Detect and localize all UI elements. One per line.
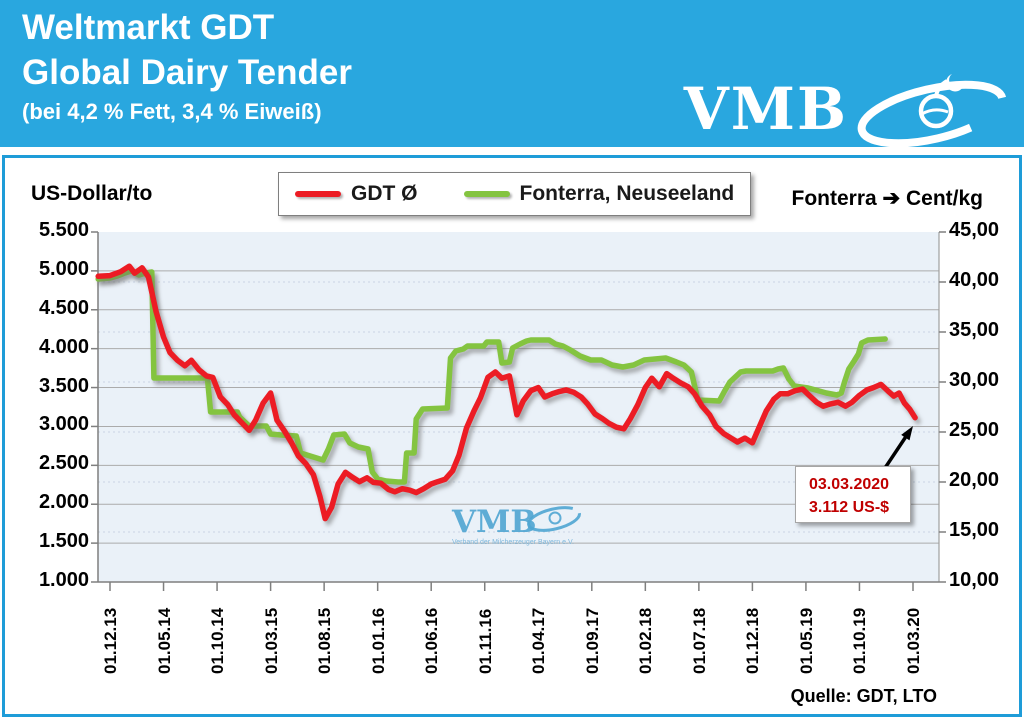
annotation-arrow-head-icon bbox=[901, 426, 913, 441]
source-note: Quelle: GDT, LTO bbox=[790, 686, 937, 706]
x-axis-tick-label: 01.01.16 bbox=[368, 607, 388, 674]
annotation-arrow-line bbox=[883, 434, 909, 469]
x-axis-tick-label: 01.08.15 bbox=[315, 607, 335, 674]
left-axis-tick-label: 5.000 bbox=[38, 257, 89, 280]
x-axis-tick-label: 01.12.13 bbox=[101, 607, 120, 674]
right-axis-tick-label: 45,00 bbox=[949, 219, 1000, 241]
left-axis-tick-label: 1.500 bbox=[38, 530, 89, 553]
x-axis-tick-label: 01.09.17 bbox=[582, 607, 602, 674]
title-subtitle: (bei 4,2 % Fett, 3,4 % Eiweiß) bbox=[22, 98, 322, 124]
gdt-line-series bbox=[95, 263, 918, 522]
title-line-2: Global Dairy Tender bbox=[22, 52, 352, 92]
right-axis-title: Fonterra ➔ Cent/kg bbox=[792, 186, 984, 211]
arrow-right-icon: ➔ bbox=[882, 187, 901, 210]
x-axis-tick-label: 01.03.20 bbox=[904, 607, 923, 674]
x-axis-tick-label: 01.02.18 bbox=[636, 607, 656, 674]
header-titles: Weltmarkt GDT Global Dairy Tender (bei 4… bbox=[22, 6, 352, 126]
left-axis-tick-label: 3.500 bbox=[38, 374, 89, 397]
left-axis-tick-label: 2.000 bbox=[38, 491, 89, 514]
gdt-legend-label: GDT Ø bbox=[351, 182, 418, 205]
vmb-logo: VMB bbox=[684, 66, 1016, 152]
chart-panel: VMB Verband der Milcherzeuger Bayern e.V.… bbox=[2, 155, 1022, 717]
x-axis-tick-label: 01.03.15 bbox=[261, 607, 281, 674]
title-line-1: Weltmarkt GDT bbox=[22, 8, 275, 47]
right-axis-tick-label: 20,00 bbox=[949, 469, 1000, 491]
vmb-watermark-subtext: Verband der Milcherzeuger Bayern e.V. bbox=[452, 539, 574, 546]
right-axis-tick-label: 40,00 bbox=[949, 269, 1000, 291]
gdt-legend-dash-icon bbox=[295, 191, 341, 197]
fonterra-line-series bbox=[95, 268, 888, 485]
right-axis-tick-label: 25,00 bbox=[949, 419, 1000, 441]
vmb-swoosh-icon bbox=[857, 74, 1007, 148]
annotation-date: 03.03.2020 bbox=[809, 476, 890, 493]
header-banner: Weltmarkt GDT Global Dairy Tender (bei 4… bbox=[0, 0, 1024, 148]
left-axis-tick-label: 1.000 bbox=[38, 569, 89, 591]
left-axis-tick-label: 2.500 bbox=[38, 452, 89, 475]
x-axis-tick-label: 01.10.19 bbox=[850, 607, 870, 674]
vmb-logo-text: VMB bbox=[683, 75, 848, 143]
left-axis-tick-label: 4.500 bbox=[38, 296, 89, 319]
right-axis-title-suffix: Cent/kg bbox=[905, 187, 983, 210]
vmb-watermark-circle-icon bbox=[548, 511, 562, 525]
x-axis-tick-label: 01.06.16 bbox=[422, 607, 442, 674]
fonterra-legend-dash-icon bbox=[463, 191, 510, 197]
x-axis-tick-label: 01.04.17 bbox=[529, 607, 549, 674]
x-axis-tick-label: 01.10.14 bbox=[208, 607, 228, 674]
x-axis-tick-label: 01.12.18 bbox=[743, 607, 763, 674]
fonterra-legend-label: Fonterra, Neuseeland bbox=[519, 182, 735, 205]
left-axis-tick-label: 4.000 bbox=[38, 335, 89, 358]
right-axis-tick-label: 30,00 bbox=[949, 369, 1000, 391]
x-axis-tick-label: 01.05.14 bbox=[154, 607, 174, 674]
vmb-watermark-text: VMB bbox=[451, 504, 537, 540]
left-axis-title: US-Dollar/to bbox=[31, 182, 153, 205]
x-axis-tick-label: 01.07.18 bbox=[689, 607, 709, 674]
chart-legend: GDT Ø Fonterra, Neuseeland bbox=[278, 172, 752, 216]
x-axis-tick-label: 01.05.19 bbox=[796, 607, 816, 674]
left-axis-tick-label: 3.000 bbox=[38, 413, 89, 436]
right-axis-tick-label: 10,00 bbox=[949, 569, 1000, 591]
right-axis-tick-label: 15,00 bbox=[949, 519, 1000, 541]
right-axis-tick-label: 35,00 bbox=[949, 319, 1000, 341]
left-axis-tick-label: 5.500 bbox=[38, 219, 89, 241]
right-axis-title-prefix: Fonterra bbox=[791, 187, 877, 210]
annotation-value: 3.112 US-$ bbox=[809, 499, 890, 517]
x-axis-tick-label: 01.11.16 bbox=[475, 608, 495, 674]
annotation-callout: 03.03.2020 3.112 US-$ bbox=[795, 466, 911, 523]
